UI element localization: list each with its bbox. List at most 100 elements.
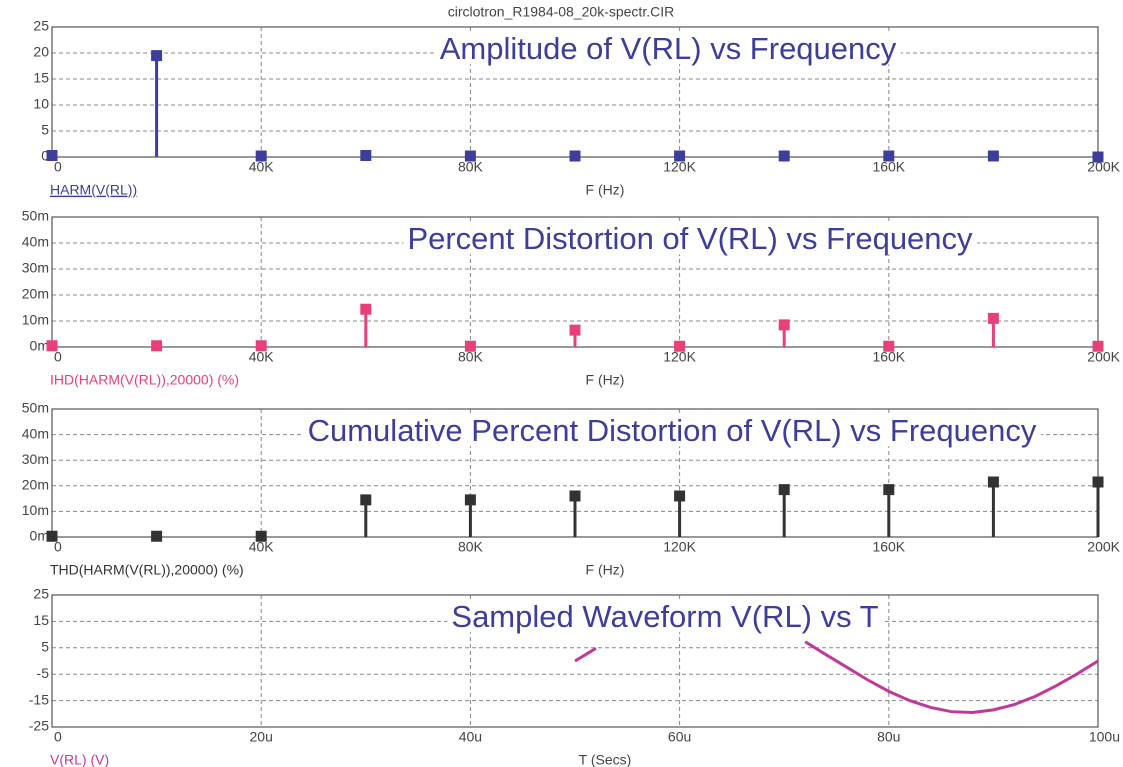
x-tick-label: 0 [54, 159, 62, 175]
y-tick-label: 30m [22, 260, 49, 276]
stem [987, 150, 999, 162]
x-axis-label: T (Secs) [579, 752, 632, 767]
x-tick-label: 200K [1087, 539, 1120, 555]
x-tick-label: 80K [458, 539, 484, 555]
stem [674, 490, 686, 537]
y-tick-label: 0m [30, 528, 49, 544]
stem [151, 530, 163, 542]
stem [46, 340, 58, 352]
stem [883, 484, 895, 537]
window-title: circlotron_R1984-08_20k-spectr.CIR [448, 4, 674, 20]
y-tick-label: -25 [29, 718, 49, 734]
y-tick-label: 0m [30, 338, 49, 354]
y-tick-label: -15 [29, 691, 49, 707]
y-tick-label: 25 [33, 18, 49, 34]
title-background [403, 223, 978, 255]
chart-title: Percent Distortion of V(RL) vs Frequency [407, 221, 973, 256]
x-tick-label: 120K [663, 159, 696, 175]
x-tick-label: 80u [877, 729, 900, 745]
y-tick-label: 25 [33, 586, 49, 602]
x-tick-label: 100u [1089, 729, 1120, 745]
line [574, 640, 1099, 714]
stem [151, 50, 163, 157]
stem [674, 340, 686, 352]
trace-label: V(RL) (V) [50, 752, 109, 767]
stem [255, 530, 267, 542]
title-background [303, 415, 1041, 447]
stem [464, 150, 476, 162]
stem [360, 303, 372, 347]
stem [46, 149, 58, 161]
y-tick-label: 15 [33, 612, 49, 628]
chart-title: Amplitude of V(RL) vs Frequency [440, 31, 897, 66]
chart-title: Cumulative Percent Distortion of V(RL) v… [308, 413, 1037, 448]
trace-label: THD(HARM(V(RL)),20000) (%) [50, 562, 244, 578]
x-tick-label: 60u [668, 729, 691, 745]
stem [987, 476, 999, 537]
stem [360, 494, 372, 537]
x-axis-label: F (Hz) [586, 182, 625, 198]
x-axis-label: F (Hz) [586, 562, 625, 578]
stem [569, 490, 581, 537]
stem [1092, 151, 1104, 163]
stem [778, 150, 790, 162]
y-tick-label: 50m [22, 208, 49, 224]
stem [46, 530, 58, 542]
y-tick-label: 40m [22, 425, 49, 441]
stem [778, 319, 790, 347]
stem [778, 484, 790, 537]
x-tick-label: 40u [459, 729, 482, 745]
y-tick-label: 20m [22, 477, 49, 493]
x-axis-label: F (Hz) [586, 372, 625, 388]
x-tick-label: 120K [663, 539, 696, 555]
x-tick-label: 80K [458, 349, 484, 365]
y-tick-label: 15 [33, 70, 49, 86]
y-tick-label: 50m [22, 400, 49, 416]
stem [255, 150, 267, 162]
x-tick-label: 160K [872, 539, 905, 555]
x-tick-label: 40K [249, 159, 275, 175]
x-tick-label: 0 [54, 349, 62, 365]
chart-title: Sampled Waveform V(RL) vs T [451, 599, 878, 634]
stem [1092, 476, 1104, 537]
x-tick-label: 0 [54, 729, 62, 745]
stem [987, 312, 999, 347]
stem [360, 149, 372, 161]
y-tick-label: -5 [37, 665, 50, 681]
trace-label: IHD(HARM(V(RL)),20000) (%) [50, 372, 239, 388]
x-tick-label: 80K [458, 159, 484, 175]
stem [883, 340, 895, 352]
title-background [447, 601, 883, 633]
y-tick-label: 5 [41, 639, 49, 655]
stem [255, 340, 267, 352]
y-tick-label: 10m [22, 312, 49, 328]
x-tick-label: 160K [872, 159, 905, 175]
y-tick-label: 30m [22, 451, 49, 467]
trace-label: HARM(V(RL)) [50, 182, 137, 198]
stem [1092, 340, 1104, 352]
y-tick-label: 20m [22, 286, 49, 302]
y-tick-label: 10m [22, 502, 49, 518]
stem [464, 494, 476, 537]
x-tick-label: 120K [663, 349, 696, 365]
title-background [435, 33, 901, 65]
y-tick-label: 10 [33, 96, 49, 112]
stem [569, 324, 581, 347]
stem [464, 340, 476, 352]
x-tick-label: 0 [54, 539, 62, 555]
x-tick-label: 160K [872, 349, 905, 365]
stem [151, 340, 163, 352]
stem [674, 150, 686, 162]
y-tick-label: 5 [41, 122, 49, 138]
x-tick-label: 40K [249, 349, 275, 365]
x-tick-label: 40K [249, 539, 275, 555]
stem [569, 150, 581, 162]
x-tick-label: 200K [1087, 159, 1120, 175]
y-tick-label: 20 [33, 44, 49, 60]
x-tick-label: 200K [1087, 349, 1120, 365]
x-tick-label: 20u [250, 729, 273, 745]
y-tick-label: 40m [22, 234, 49, 250]
stem [883, 150, 895, 162]
